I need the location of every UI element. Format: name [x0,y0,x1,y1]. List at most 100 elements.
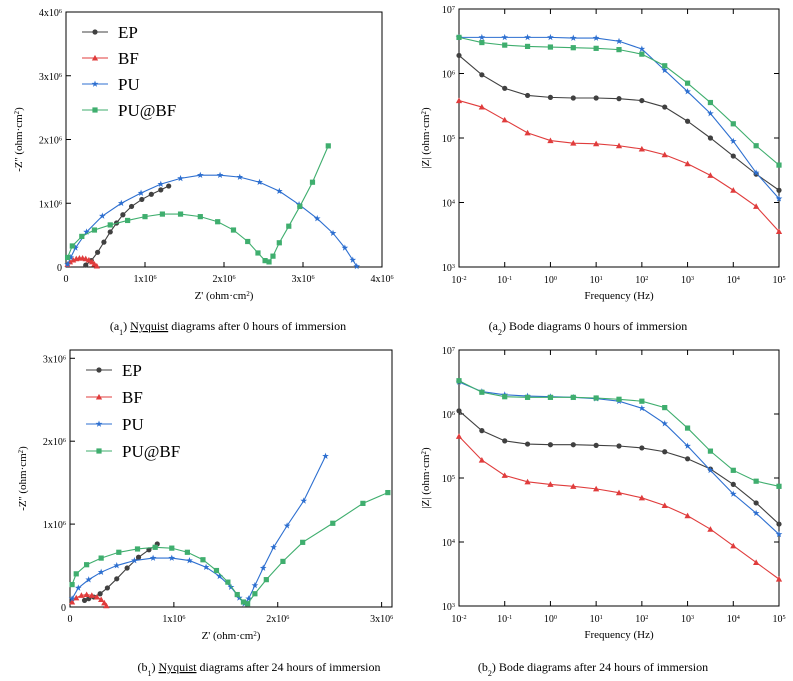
series-ep [83,183,172,268]
data-point [98,555,104,561]
data-point [455,433,463,439]
data-point [134,546,141,552]
x-tick-label: 10-1 [497,614,512,626]
data-point [730,187,737,193]
series-pu-bf [64,143,331,265]
legend-marker [92,29,98,35]
axis-ticks: 0 1x106 2x106 3x106 4x106 0 1x106 2x106 3x106 4x1… [39,8,394,286]
data-point [638,45,646,52]
data-point [276,240,282,246]
data-point [341,244,349,251]
y-tick-label: 0 [57,263,62,274]
data-point [661,420,669,427]
data-point [524,43,531,50]
data-point [215,219,221,225]
data-point [88,592,95,598]
data-point [152,544,158,550]
data-point [107,229,113,235]
x-tick-label: 102 [635,275,648,287]
data-point [478,103,485,110]
series-pu [68,452,329,607]
legend-label: PU [118,75,140,94]
data-point [142,214,148,220]
data-point [616,396,622,402]
data-point [684,118,691,124]
data-point [707,448,714,454]
data-point [124,565,130,571]
data-point [68,598,76,605]
data-point [85,576,93,583]
data-point [270,543,277,551]
data-point [775,576,783,582]
x-tick-label: 103 [681,614,694,626]
data-point [707,466,714,474]
plot-frame [458,349,780,607]
data-point [137,189,145,196]
data-point [245,238,251,245]
data-point [251,581,259,589]
data-point [638,494,645,501]
legend-marker [95,420,103,427]
data-point [592,34,600,41]
data-point [456,34,462,40]
data-point [104,585,110,591]
x-tick-label: 10-2 [451,614,466,626]
y-tick-label: 104 [442,538,455,550]
data-point [139,196,145,203]
data-point [684,160,691,167]
legend-label: EP [122,361,142,380]
data-point [684,80,691,86]
y-tick-label: 107 [442,346,455,358]
data-point [116,549,122,555]
data-point [547,442,554,448]
data-point [85,256,93,263]
data-point [707,99,714,106]
data-point [639,97,645,104]
series-line [67,174,358,267]
data-point [91,227,98,233]
y-axis-label: -Z'' (ohm·cm2) [17,446,29,511]
y-tick-label: 1x106 [39,199,62,211]
x-tick-label: 2x106 [266,614,289,626]
data-point [120,212,126,218]
data-point [547,94,554,100]
plot-frame [65,11,383,268]
data-point [275,187,283,194]
data-point [114,576,120,582]
data-point [93,593,101,600]
data-point [72,244,79,251]
data-point [570,394,576,400]
data-point [280,558,286,565]
data-point [776,483,782,489]
data-point [593,442,599,448]
x-tick-label: 2x106 [212,274,235,286]
data-point [245,601,251,607]
data-point [64,254,71,261]
data-point [479,72,485,78]
data-point [456,378,462,384]
data-point [325,143,331,149]
data-point [776,521,782,527]
data-point [95,249,101,255]
data-point [286,223,292,229]
chart-panel-3: 0 1x106 2x106 3x106 0 1x106 2x106 3x106 Z' (ohm·… [17,349,393,678]
data-point [196,171,204,179]
y-tick-label: 103 [442,602,455,614]
data-point [615,142,623,149]
data-point [107,222,113,228]
panel-caption: (b1) Nyquist diagrams after 24 hours of … [138,660,381,678]
data-point [97,591,103,597]
caption-term-underlined: Nyquist [159,660,198,674]
data-point [177,174,184,182]
data-point [615,37,623,45]
data-point [300,497,308,504]
data-point [524,129,531,136]
data-point [68,595,76,602]
data-point [103,602,110,609]
data-point [353,262,361,270]
data-point [64,260,71,268]
data-point [125,217,131,224]
data-point [684,425,691,431]
data-point [593,395,599,401]
data-point [255,250,261,256]
